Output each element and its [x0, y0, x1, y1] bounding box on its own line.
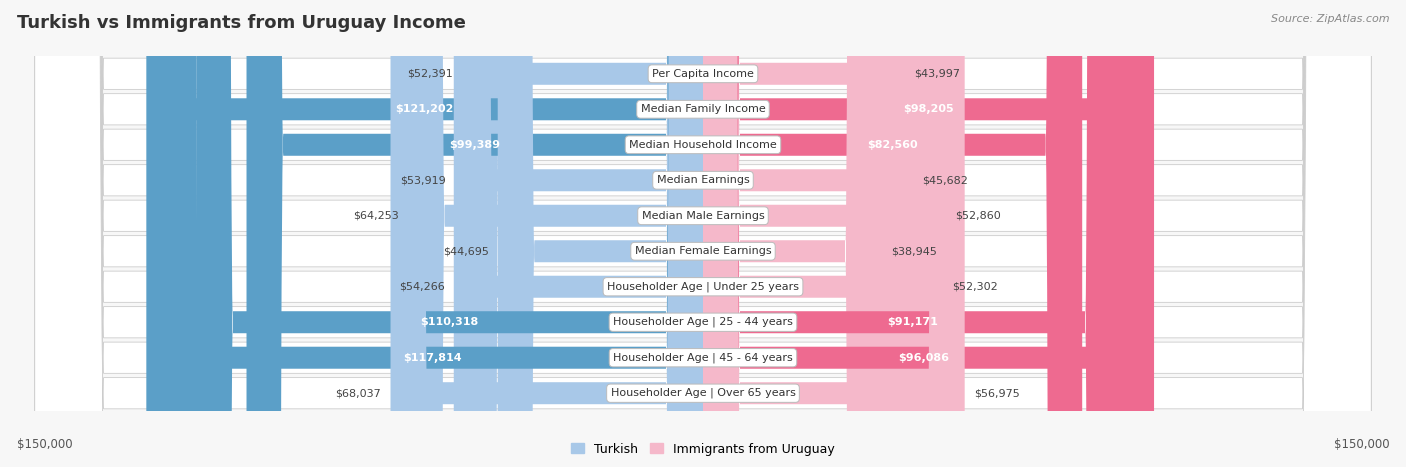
- FancyBboxPatch shape: [703, 0, 905, 467]
- FancyBboxPatch shape: [146, 0, 703, 467]
- Text: $38,945: $38,945: [891, 246, 936, 256]
- Text: Median Female Earnings: Median Female Earnings: [634, 246, 772, 256]
- Text: $52,302: $52,302: [952, 282, 998, 292]
- Text: $91,171: $91,171: [887, 317, 938, 327]
- FancyBboxPatch shape: [35, 0, 1371, 467]
- FancyBboxPatch shape: [35, 0, 1371, 467]
- Text: $117,814: $117,814: [404, 353, 461, 363]
- Text: $96,086: $96,086: [898, 353, 949, 363]
- Text: $64,253: $64,253: [353, 211, 399, 221]
- FancyBboxPatch shape: [35, 0, 1371, 467]
- Text: Median Family Income: Median Family Income: [641, 104, 765, 114]
- Text: Householder Age | 45 - 64 years: Householder Age | 45 - 64 years: [613, 353, 793, 363]
- Text: Householder Age | Under 25 years: Householder Age | Under 25 years: [607, 282, 799, 292]
- FancyBboxPatch shape: [35, 0, 1371, 467]
- Text: $45,682: $45,682: [922, 175, 967, 185]
- Text: $99,389: $99,389: [450, 140, 501, 150]
- FancyBboxPatch shape: [408, 0, 703, 467]
- FancyBboxPatch shape: [703, 0, 1083, 467]
- Text: Householder Age | 25 - 44 years: Householder Age | 25 - 44 years: [613, 317, 793, 327]
- Text: $56,975: $56,975: [974, 388, 1019, 398]
- FancyBboxPatch shape: [197, 0, 703, 467]
- FancyBboxPatch shape: [703, 0, 965, 467]
- FancyBboxPatch shape: [162, 0, 703, 467]
- Text: $43,997: $43,997: [914, 69, 960, 79]
- Text: $53,919: $53,919: [401, 175, 446, 185]
- FancyBboxPatch shape: [703, 0, 1154, 467]
- FancyBboxPatch shape: [703, 0, 1144, 467]
- Text: Householder Age | Over 65 years: Householder Age | Over 65 years: [610, 388, 796, 398]
- Legend: Turkish, Immigrants from Uruguay: Turkish, Immigrants from Uruguay: [567, 438, 839, 461]
- Text: Median Earnings: Median Earnings: [657, 175, 749, 185]
- FancyBboxPatch shape: [35, 0, 1371, 467]
- Text: $121,202: $121,202: [395, 104, 454, 114]
- FancyBboxPatch shape: [246, 0, 703, 467]
- FancyBboxPatch shape: [703, 0, 1122, 467]
- Text: $150,000: $150,000: [17, 438, 73, 451]
- FancyBboxPatch shape: [456, 0, 703, 467]
- FancyBboxPatch shape: [703, 0, 912, 467]
- Text: Source: ZipAtlas.com: Source: ZipAtlas.com: [1271, 14, 1389, 24]
- FancyBboxPatch shape: [35, 0, 1371, 467]
- Text: $98,205: $98,205: [903, 104, 953, 114]
- Text: Median Household Income: Median Household Income: [628, 140, 778, 150]
- Text: Median Male Earnings: Median Male Earnings: [641, 211, 765, 221]
- Text: $52,860: $52,860: [955, 211, 1001, 221]
- FancyBboxPatch shape: [703, 0, 946, 467]
- FancyBboxPatch shape: [35, 0, 1371, 467]
- FancyBboxPatch shape: [35, 0, 1371, 467]
- FancyBboxPatch shape: [391, 0, 703, 467]
- FancyBboxPatch shape: [463, 0, 703, 467]
- Text: $68,037: $68,037: [336, 388, 381, 398]
- FancyBboxPatch shape: [703, 0, 943, 467]
- FancyBboxPatch shape: [703, 0, 882, 467]
- Text: Per Capita Income: Per Capita Income: [652, 69, 754, 79]
- Text: $44,695: $44,695: [443, 246, 488, 256]
- Text: Turkish vs Immigrants from Uruguay Income: Turkish vs Immigrants from Uruguay Incom…: [17, 14, 465, 32]
- FancyBboxPatch shape: [35, 0, 1371, 467]
- Text: $110,318: $110,318: [420, 317, 479, 327]
- FancyBboxPatch shape: [35, 0, 1371, 467]
- Text: $54,266: $54,266: [399, 282, 444, 292]
- FancyBboxPatch shape: [498, 0, 703, 467]
- Text: $82,560: $82,560: [868, 140, 918, 150]
- FancyBboxPatch shape: [454, 0, 703, 467]
- Text: $150,000: $150,000: [1333, 438, 1389, 451]
- Text: $52,391: $52,391: [408, 69, 453, 79]
